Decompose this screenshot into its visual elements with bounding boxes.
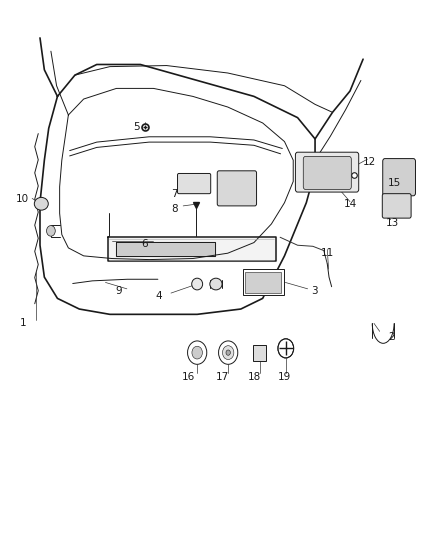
Bar xyxy=(253,345,266,361)
Text: 2: 2 xyxy=(388,332,395,342)
Ellipse shape xyxy=(210,278,222,290)
Text: 10: 10 xyxy=(16,194,29,204)
FancyBboxPatch shape xyxy=(217,171,257,206)
Bar xyxy=(243,269,285,295)
Circle shape xyxy=(219,341,238,365)
Circle shape xyxy=(46,225,55,236)
Text: 12: 12 xyxy=(363,157,376,167)
Circle shape xyxy=(187,341,207,365)
Text: 7: 7 xyxy=(171,189,178,199)
Text: 16: 16 xyxy=(182,372,195,382)
Text: 11: 11 xyxy=(321,248,334,258)
FancyBboxPatch shape xyxy=(295,152,359,192)
Text: 5: 5 xyxy=(134,122,140,132)
FancyBboxPatch shape xyxy=(383,159,416,196)
Text: 4: 4 xyxy=(155,290,162,301)
Ellipse shape xyxy=(192,278,203,290)
Text: 15: 15 xyxy=(388,178,401,188)
Text: 8: 8 xyxy=(171,204,178,214)
FancyBboxPatch shape xyxy=(177,173,211,193)
Circle shape xyxy=(223,346,234,360)
Text: 13: 13 xyxy=(386,219,399,229)
Bar xyxy=(245,272,281,293)
FancyBboxPatch shape xyxy=(382,193,411,218)
Text: 18: 18 xyxy=(248,372,261,382)
Text: 6: 6 xyxy=(141,239,148,248)
Text: 19: 19 xyxy=(278,372,292,382)
Text: 3: 3 xyxy=(311,286,318,296)
Text: 14: 14 xyxy=(344,199,357,209)
Text: 9: 9 xyxy=(115,286,122,296)
Text: 17: 17 xyxy=(216,372,229,382)
Ellipse shape xyxy=(34,197,48,210)
Circle shape xyxy=(192,346,202,359)
Circle shape xyxy=(278,339,293,358)
Circle shape xyxy=(226,350,230,356)
Text: 1: 1 xyxy=(20,318,27,328)
FancyBboxPatch shape xyxy=(303,157,351,189)
